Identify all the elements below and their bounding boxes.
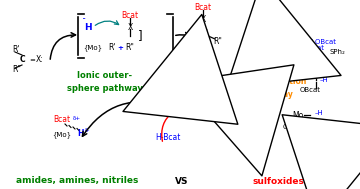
Text: {Mo}: {Mo} — [84, 45, 103, 51]
Text: R': R' — [12, 46, 19, 54]
Text: X:: X: — [36, 56, 44, 64]
Text: Bcat: Bcat — [121, 12, 139, 20]
Text: ]: ] — [138, 29, 142, 43]
Text: R': R' — [186, 36, 194, 46]
Text: O: O — [256, 67, 262, 77]
Text: O: O — [312, 50, 318, 60]
Text: MoO₂Cl₂: MoO₂Cl₂ — [170, 98, 201, 108]
Text: VS: VS — [175, 177, 189, 185]
Text: +: + — [117, 45, 123, 51]
Text: OBcat: OBcat — [300, 87, 320, 93]
Text: H-OBcat: H-OBcat — [307, 39, 337, 45]
Text: sulfoxides: sulfoxides — [252, 177, 304, 185]
Text: =: = — [29, 57, 35, 63]
Text: R": R" — [126, 43, 134, 53]
Text: [2+2] addition
pathway: [2+2] addition pathway — [244, 77, 306, 99]
Text: SPh₂: SPh₂ — [330, 49, 346, 55]
Text: H: H — [249, 104, 255, 112]
Text: R': R' — [108, 43, 116, 53]
Text: R": R" — [213, 36, 222, 46]
Text: OBcat: OBcat — [283, 124, 303, 130]
Text: Ionic outer-
sphere pathway: Ionic outer- sphere pathway — [67, 71, 143, 93]
Text: H-Bcat: H-Bcat — [155, 133, 181, 143]
Text: Mo: Mo — [292, 111, 303, 119]
Text: SPh₂: SPh₂ — [285, 59, 301, 65]
Text: CH: CH — [198, 29, 208, 37]
Text: H: H — [84, 23, 92, 33]
Text: δ-: δ- — [84, 129, 90, 133]
Text: SPh₂: SPh₂ — [175, 49, 191, 55]
Text: H-OBcat: H-OBcat — [296, 45, 324, 51]
Text: H: H — [77, 129, 83, 138]
Text: O: O — [240, 64, 246, 73]
Text: S=SPh₂: S=SPh₂ — [302, 124, 328, 130]
Text: R": R" — [12, 66, 21, 74]
Text: Bcat: Bcat — [194, 2, 212, 12]
Text: –H: –H — [320, 77, 329, 83]
Text: C: C — [19, 56, 25, 64]
Text: OBcat: OBcat — [237, 128, 257, 134]
Text: {Mo}: {Mo} — [53, 132, 72, 138]
Text: Mo: Mo — [249, 53, 261, 61]
Text: Bcat: Bcat — [53, 115, 71, 125]
Text: O=SPh₂: O=SPh₂ — [267, 32, 294, 38]
Text: Mo: Mo — [310, 66, 321, 74]
Text: X: X — [127, 22, 132, 32]
Text: X: X — [201, 15, 206, 25]
Text: –H: –H — [315, 110, 324, 116]
Text: amides, amines, nitriles: amides, amines, nitriles — [16, 177, 138, 185]
Text: Mo: Mo — [246, 115, 258, 125]
Text: =: = — [316, 51, 321, 57]
Text: δ+: δ+ — [73, 115, 81, 121]
